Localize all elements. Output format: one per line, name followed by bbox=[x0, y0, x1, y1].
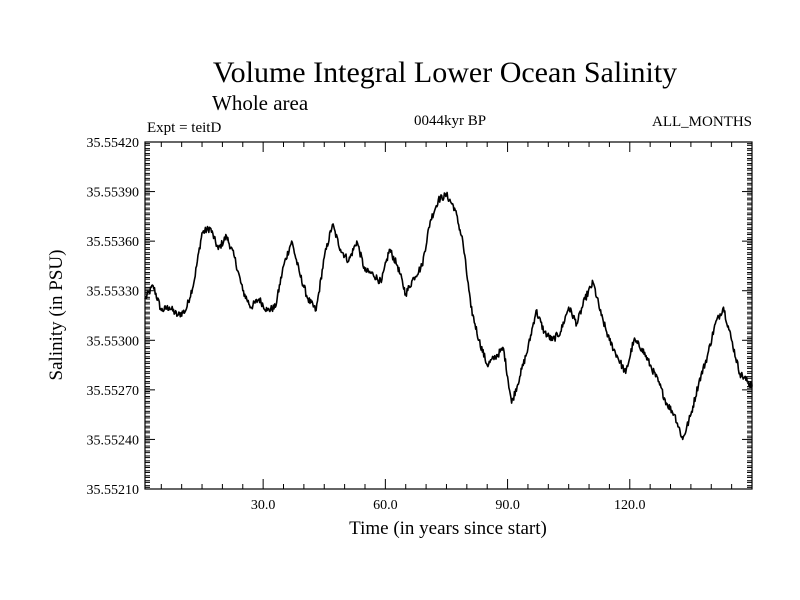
x-tick-labels: 30.0 60.0 90.0 120.0 bbox=[251, 498, 646, 513]
experiment-label: Expt = teitD bbox=[147, 120, 221, 136]
months-label: ALL_MONTHS bbox=[652, 114, 752, 130]
x-tick-label: 120.0 bbox=[614, 498, 646, 513]
chart-subtitle: Whole area bbox=[212, 91, 309, 115]
y-tick-label: 35.55210 bbox=[87, 483, 140, 498]
x-tick-label: 30.0 bbox=[251, 498, 276, 513]
y-tick-label: 35.55240 bbox=[87, 433, 140, 448]
period-label: 0044kyr BP bbox=[414, 113, 486, 129]
y-axis-label: Salinity (in PSU) bbox=[46, 250, 67, 381]
x-axis-label: Time (in years since start) bbox=[349, 518, 547, 539]
y-tick-label: 35.55420 bbox=[87, 136, 140, 151]
y-tick-label: 35.55330 bbox=[87, 285, 140, 300]
chart-title: Volume Integral Lower Ocean Salinity bbox=[213, 56, 677, 89]
y-tick-label: 35.55270 bbox=[87, 384, 140, 399]
y-tick-label: 35.55360 bbox=[87, 235, 140, 250]
y-tick-label: 35.55300 bbox=[87, 334, 140, 349]
plot-frame bbox=[144, 141, 753, 490]
y-tick-label: 35.55390 bbox=[87, 186, 140, 201]
salinity-line bbox=[144, 191, 753, 441]
y-tick-labels: 35.55210 35.55240 35.55270 35.55300 35.55330… bbox=[87, 136, 140, 498]
x-tick-label: 60.0 bbox=[373, 498, 398, 513]
x-tick-label: 90.0 bbox=[495, 498, 520, 513]
